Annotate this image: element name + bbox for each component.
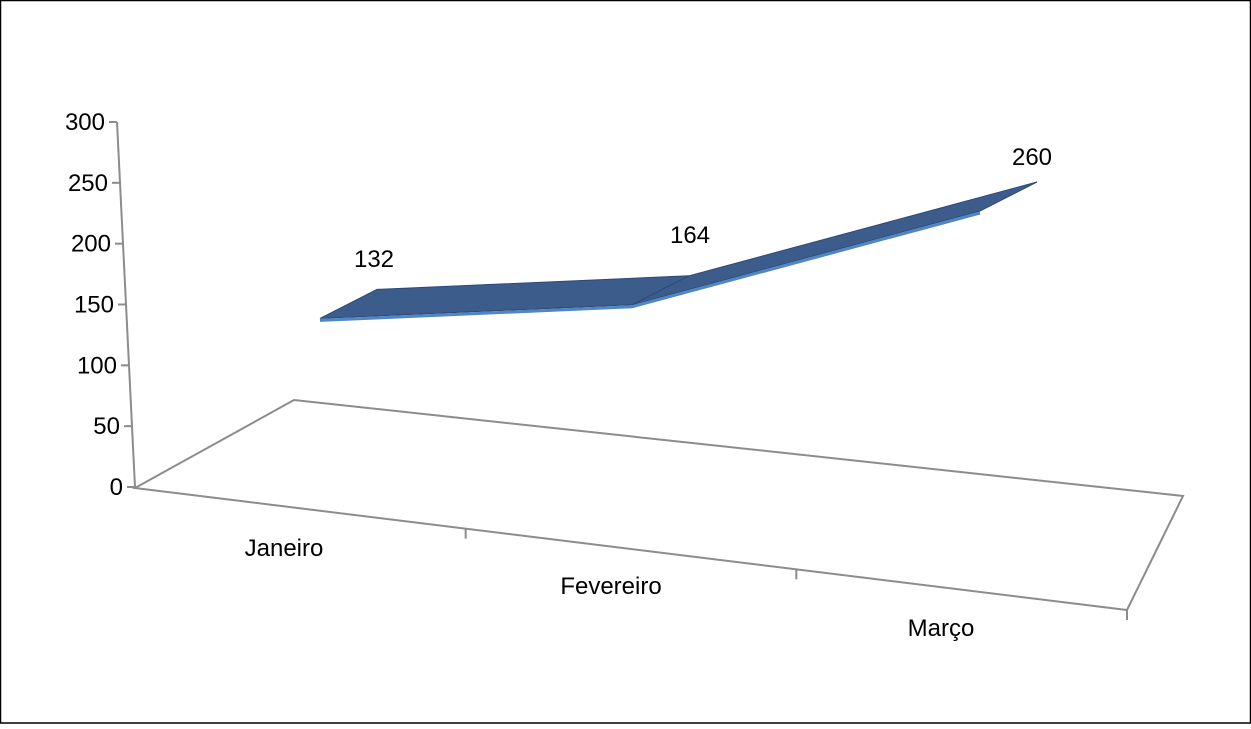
y-tick-label: 150 xyxy=(74,292,114,319)
y-tick-label: 300 xyxy=(65,109,105,136)
category-label-janeiro: Janeiro xyxy=(245,535,324,562)
y-tick-group: 0 50 100 150 200 250 300 xyxy=(65,109,135,501)
category-label-marco: Março xyxy=(908,615,975,642)
data-label-fevereiro: 164 xyxy=(670,222,710,249)
series-ribbon xyxy=(320,182,1037,320)
category-label-group: Janeiro Fevereiro Março xyxy=(245,535,975,642)
data-label-janeiro: 132 xyxy=(354,246,394,273)
data-label-marco: 260 xyxy=(1012,144,1052,171)
y-tick-label: 250 xyxy=(68,170,108,197)
y-tick-label: 0 xyxy=(110,474,123,501)
y-tick-label: 100 xyxy=(77,352,117,379)
y-tick-label: 50 xyxy=(93,413,120,440)
category-label-fevereiro: Fevereiro xyxy=(560,573,661,600)
y-tick-label: 200 xyxy=(71,231,111,258)
